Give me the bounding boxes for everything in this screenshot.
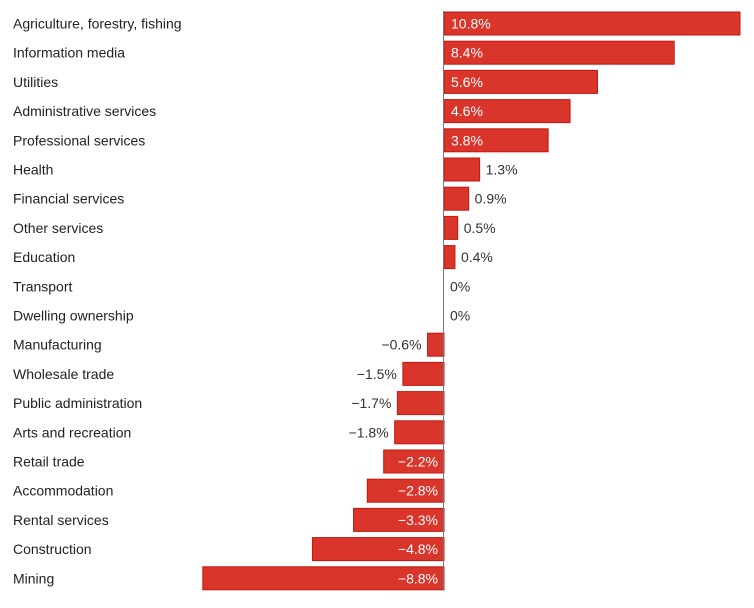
category-label: Information media [13,45,125,61]
data-label: 5.6% [451,74,483,90]
data-label: 0.9% [475,191,507,207]
bar [396,391,445,416]
category-label: Professional services [13,132,145,148]
category-label: Agriculture, forestry, fishing [13,16,182,32]
data-label: −2.8% [398,483,438,499]
bar [443,215,459,240]
data-label: 0.4% [461,249,493,265]
category-label: Arts and recreation [13,424,131,440]
category-label: Manufacturing [13,337,102,353]
category-label: Rental services [13,512,109,528]
data-label: −1.8% [349,424,389,440]
data-label: 4.6% [451,103,483,119]
bar [394,420,445,445]
bar [443,157,481,182]
data-label: 0% [450,278,470,294]
category-label: Public administration [13,395,142,411]
data-label: −1.7% [351,395,391,411]
category-label: Accommodation [13,483,113,499]
bar [402,361,445,386]
data-label: 1.3% [486,162,518,178]
category-label: Utilities [13,74,58,90]
bar [443,186,470,211]
category-label: Administrative services [13,103,156,119]
bar [427,332,445,357]
data-label: 0% [450,308,470,324]
category-label: Retail trade [13,454,85,470]
category-label: Financial services [13,191,124,207]
category-label: Other services [13,220,103,236]
data-label: 10.8% [451,16,491,32]
data-label: 0.5% [464,220,496,236]
category-label: Mining [13,570,54,586]
category-label: Health [13,162,53,178]
data-label: 8.4% [451,45,483,61]
data-label: −3.3% [398,512,438,528]
category-label: Dwelling ownership [13,308,134,324]
data-label: −2.2% [398,454,438,470]
data-label: −0.6% [381,337,421,353]
category-label: Wholesale trade [13,366,114,382]
data-label: −8.8% [398,570,438,586]
data-label: −4.8% [398,541,438,557]
category-label: Construction [13,541,92,557]
bar [443,245,456,270]
data-label: −1.5% [357,366,397,382]
category-label: Transport [13,278,73,294]
data-label: 3.8% [451,132,483,148]
category-label: Education [13,249,75,265]
